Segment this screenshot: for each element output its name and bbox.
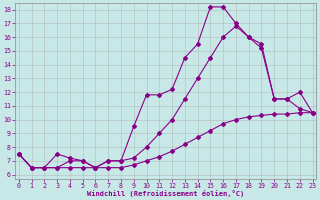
X-axis label: Windchill (Refroidissement éolien,°C): Windchill (Refroidissement éolien,°C) [87, 190, 244, 197]
